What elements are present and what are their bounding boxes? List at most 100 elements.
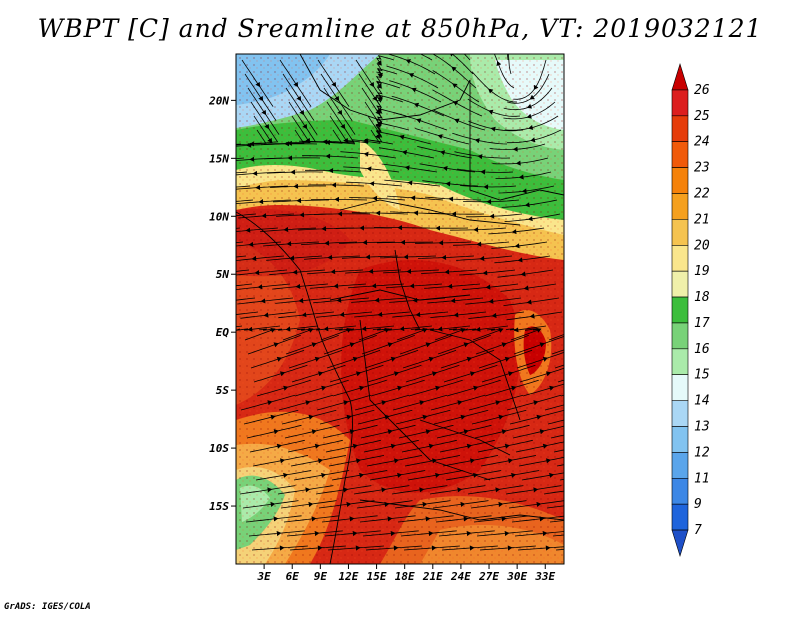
colorbar-segment [671, 452, 689, 479]
streamline [263, 241, 320, 247]
streamline [370, 379, 425, 397]
streamline-arrow [336, 297, 342, 303]
streamline [434, 328, 466, 341]
streamline-arrow [435, 472, 441, 478]
streamline-arrow [507, 545, 513, 551]
streamline-arrow [252, 170, 258, 176]
streamline-arrow [466, 356, 472, 362]
streamline [543, 490, 564, 495]
streamline-arrow [542, 356, 548, 362]
streamline-arrow [346, 328, 352, 333]
colorbar-label: 23 [694, 161, 710, 176]
streamline-arrow [381, 400, 387, 406]
streamline-arrow [490, 126, 496, 132]
streamline [436, 424, 492, 439]
streamline-arrow [299, 212, 305, 218]
streamline-arrow [404, 165, 410, 171]
streamline-arrow [435, 385, 441, 391]
streamline-arrow [349, 429, 355, 435]
streamline [362, 530, 419, 537]
streamline-arrow [511, 385, 517, 391]
colorbar-segment [671, 89, 689, 117]
streamline-arrow [539, 516, 545, 522]
streamline-arrow [273, 516, 279, 522]
streamline [484, 379, 539, 397]
streamline-arrow [390, 443, 396, 449]
streamline-arrow [290, 169, 296, 175]
streamline-arrow [221, 200, 225, 204]
colorbar-label: 12 [694, 445, 710, 460]
streamline [332, 379, 387, 397]
streamline-arrow [267, 487, 273, 493]
streamline-arrow [501, 342, 507, 348]
streamline [495, 171, 552, 179]
streamline [247, 115, 273, 145]
streamline [430, 394, 486, 411]
streamline-arrow [408, 73, 414, 78]
streamline-arrow [258, 199, 264, 205]
streamline [246, 424, 302, 439]
streamline-arrow [485, 284, 491, 290]
streamline-arrow [515, 160, 521, 166]
colorbar-label: 7 [694, 523, 702, 538]
streamline-arrow [504, 356, 510, 362]
streamline [396, 328, 428, 341]
streamline-arrow [273, 429, 279, 435]
colorbar-segment [671, 374, 689, 401]
streamline-arrow [489, 213, 495, 219]
lat-tick-label: 5S [216, 384, 230, 397]
lat-tick-label: 5N [216, 268, 230, 281]
streamline [463, 199, 520, 203]
streamline [465, 297, 522, 305]
streamline-arrow [457, 400, 463, 406]
streamline-arrow [337, 211, 343, 217]
streamline-arrow [214, 257, 218, 261]
streamline-arrow [255, 185, 261, 190]
streamline-arrow [356, 371, 362, 377]
streamline-arrow [365, 254, 371, 260]
streamline [391, 485, 448, 495]
streamline-arrow [273, 342, 279, 348]
streamline [418, 255, 475, 259]
streamline [239, 485, 296, 495]
streamline [376, 55, 395, 74]
streamline-arrow [293, 82, 299, 88]
streamline [244, 73, 277, 121]
streamline-arrow [276, 443, 282, 449]
colorbar-label: 16 [694, 342, 710, 357]
streamline-arrow [314, 531, 320, 536]
streamline-arrow [376, 107, 382, 113]
colorbar-label: 15 [694, 368, 710, 383]
streamline-arrow [488, 109, 494, 115]
streamline-arrow [247, 326, 253, 332]
streamline-arrow [536, 414, 542, 420]
streamline-arrow [349, 516, 355, 522]
lon-tick-label: 3E [256, 570, 271, 583]
streamline [247, 87, 280, 135]
lon-tick-label: 21E [422, 570, 443, 583]
streamline [236, 269, 250, 272]
streamline [559, 478, 564, 481]
streamline-arrow [343, 487, 349, 493]
streamline-arrow [470, 371, 476, 377]
streamline-arrow [260, 298, 266, 304]
streamline [245, 515, 302, 523]
streamline-arrow [311, 516, 317, 522]
streamline-arrow [488, 298, 494, 304]
streamline [383, 269, 440, 274]
streamline-arrow [210, 327, 214, 331]
streamline [513, 59, 547, 100]
streamline-arrow [494, 32, 498, 36]
streamline-arrow [530, 137, 536, 143]
streamline [432, 500, 489, 509]
streamline [360, 424, 416, 439]
streamline-arrow [287, 155, 293, 161]
streamline-arrow [209, 144, 213, 148]
streamline [236, 171, 248, 174]
streamline [272, 283, 329, 290]
streamline-arrow [263, 312, 269, 318]
streamline [354, 394, 410, 411]
streamline-arrow [451, 66, 457, 72]
streamline [439, 439, 495, 453]
streamlines [209, 32, 564, 551]
